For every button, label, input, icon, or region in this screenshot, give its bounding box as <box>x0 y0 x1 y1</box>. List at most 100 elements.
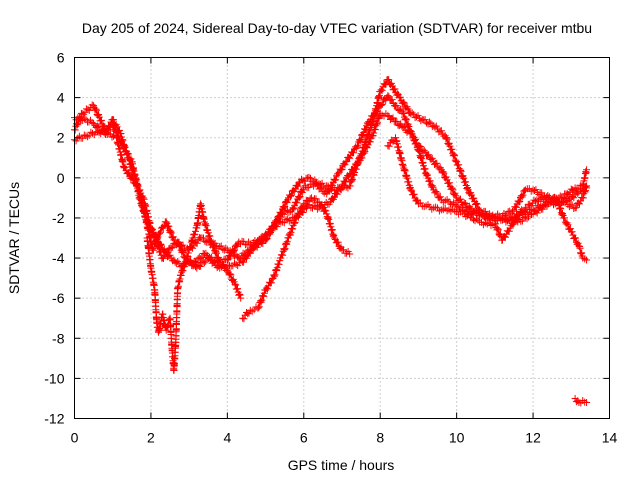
data-point-cluster <box>289 186 307 213</box>
data-point-cluster <box>151 288 161 324</box>
data-point-cluster <box>224 240 242 263</box>
data-point-cluster <box>340 246 352 257</box>
data-point-cluster <box>168 346 178 374</box>
series-trace-g-outlier <box>571 394 591 407</box>
data-point-cluster <box>248 303 260 315</box>
data-point-cluster <box>507 214 521 230</box>
data-point-cluster <box>197 201 208 223</box>
data-point-cluster <box>323 213 338 240</box>
chart-title: Day 205 of 2024, Sidereal Day-to-day VTE… <box>82 20 592 36</box>
data-point <box>254 304 262 312</box>
data-point-cluster <box>343 143 360 165</box>
data-point-cluster <box>377 94 391 109</box>
data-point-cluster <box>581 255 589 263</box>
data-point-cluster <box>298 174 310 185</box>
data-point <box>453 202 461 210</box>
x-axis-label: GPS time / hours <box>288 457 395 473</box>
data-point-cluster <box>335 160 349 176</box>
x-tick-label: 2 <box>147 430 155 446</box>
data-point-cluster <box>427 154 444 173</box>
data-point-cluster <box>301 180 318 192</box>
data-point <box>237 294 245 302</box>
y-tick-label: -12 <box>44 411 64 427</box>
data-point-cluster <box>577 399 585 407</box>
data-point-cluster <box>316 201 330 215</box>
data-point-cluster <box>286 179 303 200</box>
data-point-cluster <box>237 237 253 249</box>
data-point-cluster <box>71 109 85 134</box>
data-point-cluster <box>224 268 238 286</box>
data-point-cluster <box>431 122 448 140</box>
data-point-cluster <box>420 116 436 131</box>
tick-labels: 0 2 4 6 8 10 12 14 6 4 2 0 -2 -4 -6 -8 -10 -12 <box>44 50 617 446</box>
data-point-cluster <box>432 203 443 215</box>
data-point-cluster <box>393 117 406 130</box>
data-point-cluster <box>465 189 483 214</box>
data-point-cluster <box>400 123 413 136</box>
data-point-cluster <box>133 180 146 201</box>
data-point-cluster <box>523 205 535 217</box>
data-point-cluster <box>369 112 384 140</box>
x-tick-label: 8 <box>376 430 384 446</box>
data-point-cluster <box>240 309 253 323</box>
data-point-cluster <box>186 236 196 251</box>
data-point-cluster <box>255 286 269 311</box>
data-point-cluster <box>366 102 383 126</box>
data-point-cluster <box>561 214 574 233</box>
data-point-cluster <box>553 195 567 219</box>
data-point-cluster <box>113 134 128 171</box>
data-point-cluster <box>217 260 230 274</box>
data-point-cluster <box>229 257 245 270</box>
data-point-cluster <box>568 228 582 248</box>
data-point <box>223 256 231 264</box>
data-point-cluster <box>232 281 244 299</box>
data-point-cluster <box>206 254 222 272</box>
data-point-cluster <box>251 232 268 251</box>
y-tick-label: -2 <box>52 210 65 226</box>
data-point-cluster <box>174 239 189 261</box>
data-point-cluster <box>84 116 96 127</box>
data-point-cluster <box>424 201 436 213</box>
series-trace-d-low-dip <box>143 200 245 374</box>
data-point-cluster <box>186 258 199 271</box>
data-point-cluster <box>324 170 341 195</box>
y-tick-label: -8 <box>52 330 65 346</box>
data-point-cluster <box>140 195 154 232</box>
data-point-cluster <box>190 224 200 239</box>
y-tick-label: -10 <box>44 370 64 386</box>
data-point-cluster <box>279 206 295 218</box>
data-point-cluster <box>572 397 582 406</box>
data-point-cluster <box>106 130 119 141</box>
y-tick-label: -4 <box>52 250 65 266</box>
data-point-cluster <box>579 182 590 202</box>
data-point-cluster <box>447 205 459 215</box>
data-point-cluster <box>455 208 466 218</box>
data-point-cluster <box>347 155 364 177</box>
data-point-cluster <box>462 211 474 221</box>
data-point-cluster <box>354 119 372 150</box>
data-point-cluster <box>80 101 96 118</box>
data-point-cluster <box>416 199 428 211</box>
y-tick-label: 4 <box>57 90 65 106</box>
data-point-cluster <box>121 144 135 164</box>
data-point-cluster <box>293 202 307 220</box>
data-point-cluster <box>569 188 582 202</box>
y-tick-label: 2 <box>57 130 65 146</box>
data-point-cluster <box>453 161 471 192</box>
data-point-cluster <box>385 76 402 99</box>
data-point-cluster <box>581 398 589 406</box>
data-point <box>552 194 560 202</box>
data-point-cluster <box>393 102 406 116</box>
data-point-cluster <box>565 185 578 198</box>
data-point-cluster <box>182 246 193 266</box>
data-point-cluster <box>143 237 155 270</box>
data-point-cluster <box>121 163 139 187</box>
data-point-cluster <box>156 240 169 256</box>
x-tick-label: 4 <box>223 430 231 446</box>
data-point <box>90 120 98 128</box>
data-point-cluster <box>163 219 177 242</box>
data-point-cluster <box>148 225 162 246</box>
x-tick-label: 12 <box>525 430 541 446</box>
data-point-cluster <box>523 185 535 195</box>
